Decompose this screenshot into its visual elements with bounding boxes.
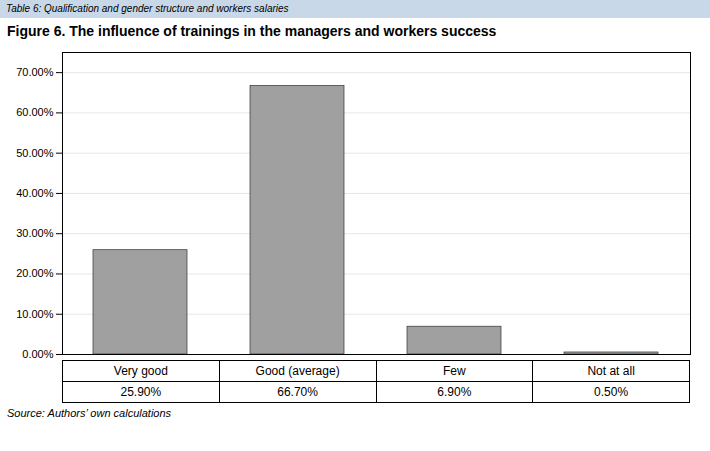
html-text:Very good: Very good <box>113 364 168 378</box>
html-text:66.70%: 66.70% <box>277 385 318 399</box>
svg-text:30.00%: 30.00% <box>16 227 54 239</box>
html-text:Figure 6. The influence of tra: Figure 6. The influence of trainings in … <box>7 23 497 39</box>
svg-text:60.00%: 60.00% <box>16 106 54 118</box>
html-text:Table 6: Qualification and gen: Table 6: Qualification and gender struct… <box>6 3 289 14</box>
svg-text:70.00%: 70.00% <box>16 66 54 78</box>
html-text:Good (average): Good (average) <box>255 364 340 378</box>
svg-text:20.00%: 20.00% <box>16 267 54 279</box>
html-text:Source: Authors’ own calculati: Source: Authors’ own calculations <box>7 407 172 419</box>
svg-text:50.00%: 50.00% <box>16 147 54 159</box>
html-text:Not at all: Not at all <box>587 364 635 378</box>
svg-text:0.00%: 0.00% <box>22 348 53 360</box>
html-text:0.50%: 0.50% <box>594 385 629 399</box>
html-text:6.90%: 6.90% <box>437 385 472 399</box>
html-text:Few: Few <box>443 364 466 378</box>
svg-text:40.00%: 40.00% <box>16 187 54 199</box>
html-text:25.90%: 25.90% <box>120 385 162 399</box>
svg-text:10.00%: 10.00% <box>16 308 54 320</box>
